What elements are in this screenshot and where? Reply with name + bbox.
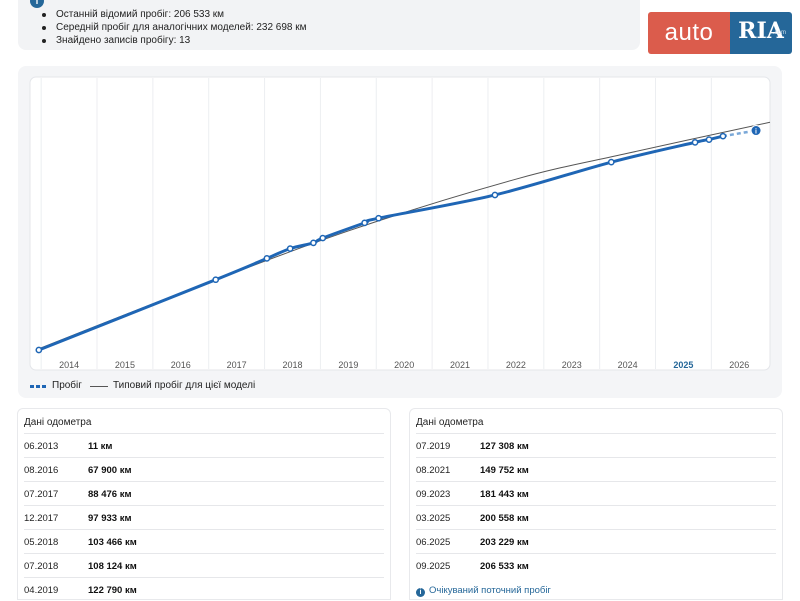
summary-average-mileage: Середній пробіг для аналогічних моделей:… (42, 22, 307, 33)
row-mileage: 127 308 км (480, 441, 529, 452)
row-date: 08.2021 (416, 465, 451, 476)
mileage-point (286, 245, 294, 252)
table-row: 07.2019 127 308 км (416, 433, 776, 457)
mileage-summary: i Останній відомий пробіг: 206 533 км Се… (18, 0, 640, 50)
legend-actual-label: Пробіг (52, 380, 82, 391)
info-icon: i (416, 588, 425, 597)
summary-list: Останній відомий пробіг: 206 533 км Сере… (42, 8, 307, 47)
row-date: 07.2018 (24, 561, 59, 572)
row-date: 04.2019 (24, 585, 59, 596)
mileage-point (491, 191, 499, 199)
row-date: 06.2025 (416, 537, 451, 548)
row-mileage: 200 558 км (480, 513, 529, 524)
mileage-chart: 2014 2015 2016 2017 2018 2019 2020 2021 2022 2023… (29, 76, 771, 371)
x-tick-label: 2023 (562, 360, 582, 370)
row-date: 12.2017 (24, 513, 59, 524)
table-row: 08.2016 67 900 км (24, 457, 384, 481)
row-mileage: 97 933 км (88, 513, 132, 524)
mileage-point (691, 139, 699, 146)
expected-mileage-label: Очікуваний поточний пробіг (429, 585, 551, 596)
mileage-point (35, 346, 43, 354)
x-tick-label: 2014 (59, 360, 79, 370)
logo-auto-text: auto (648, 12, 730, 54)
odometer-table-title: Дані одометра (416, 417, 484, 428)
projected-mileage-line (722, 129, 757, 138)
mileage-point (719, 132, 727, 140)
table-row: 07.2017 88 476 км (24, 481, 384, 505)
mileage-point (361, 219, 368, 227)
table-row: 07.2018 108 124 км (24, 553, 384, 577)
row-date: 07.2017 (24, 489, 59, 500)
autoria-logo[interactable]: auto RIA .com (648, 12, 792, 54)
mileage-point (705, 136, 713, 143)
x-tick-label: 2025 (673, 360, 693, 370)
info-icon: i (755, 129, 757, 136)
logo-com-text: .com (772, 30, 786, 36)
legend-typical-label: Типовий пробіг для цієї моделі (113, 380, 256, 391)
table-row: 09.2023 181 443 км (416, 481, 776, 505)
row-date: 06.2013 (24, 441, 59, 452)
x-tick-label: 2022 (506, 360, 526, 370)
row-date: 09.2025 (416, 561, 451, 572)
mileage-point (375, 214, 382, 222)
legend-actual-swatch (30, 385, 47, 388)
legend-typical-swatch (90, 386, 108, 387)
row-mileage: 122 790 км (88, 585, 137, 596)
table-row: 08.2021 149 752 км (416, 457, 776, 481)
logo-ria-text: RIA (738, 18, 784, 44)
x-tick-label: 2026 (729, 360, 749, 370)
row-mileage: 181 443 км (480, 489, 529, 500)
summary-records-count: Знайдено записів пробігу: 13 (42, 34, 307, 47)
row-mileage: 203 229 км (480, 537, 529, 548)
expected-mileage-marker (750, 125, 762, 137)
x-tick-label: 2020 (394, 360, 414, 370)
row-date: 05.2018 (24, 537, 59, 548)
info-icon: i (30, 0, 44, 8)
row-date: 09.2023 (416, 489, 451, 500)
mileage-chart-panel: 2014 2015 2016 2017 2018 2019 2020 2021 2022 2023… (18, 66, 782, 398)
row-mileage: 206 533 км (480, 561, 529, 572)
x-tick-label: 2019 (338, 360, 358, 370)
expected-mileage-link[interactable]: i Очікуваний поточний пробіг (416, 585, 551, 597)
x-tick-label: 2018 (282, 360, 302, 370)
table-row: 09.2025 206 533 км (416, 553, 776, 577)
table-row: 03.2025 200 558 км (416, 505, 776, 529)
row-date: 07.2019 (416, 441, 451, 452)
mileage-point (607, 158, 615, 166)
mileage-point (319, 234, 327, 242)
x-tick-label: 2021 (450, 360, 470, 370)
row-mileage: 11 км (88, 441, 113, 452)
odometer-table-right: Дані одометра 07.2019 127 308 км 08.2021 14… (409, 408, 783, 600)
x-tick-label: 2017 (227, 360, 247, 370)
odometer-table-left: Дані одометра 06.2013 11 км 08.2016 67 900 … (17, 408, 391, 600)
x-tick-label: 2015 (115, 360, 135, 370)
table-row: 05.2018 103 466 км (24, 529, 384, 553)
row-mileage: 108 124 км (88, 561, 137, 572)
table-row: 04.2019 122 790 км (24, 577, 384, 601)
mileage-point (310, 239, 317, 247)
table-row: 06.2025 203 229 км (416, 529, 776, 553)
x-tick-label: 2024 (618, 360, 638, 370)
row-mileage: 67 900 км (88, 465, 132, 476)
odometer-table-title: Дані одометра (24, 417, 92, 428)
logo-ria-block: RIA .com (730, 12, 792, 54)
mileage-point (263, 255, 271, 262)
summary-last-mileage: Останній відомий пробіг: 206 533 км (42, 8, 307, 21)
table-row: 06.2013 11 км (24, 433, 384, 457)
row-date: 03.2025 (416, 513, 451, 524)
table-row: 12.2017 97 933 км (24, 505, 384, 529)
x-tick-label: 2016 (171, 360, 191, 370)
chart-plot-area (29, 76, 771, 371)
row-date: 08.2016 (24, 465, 59, 476)
row-mileage: 103 466 км (88, 537, 137, 548)
row-mileage: 149 752 км (480, 465, 529, 476)
row-mileage: 88 476 км (88, 489, 132, 500)
mileage-point (212, 276, 220, 284)
